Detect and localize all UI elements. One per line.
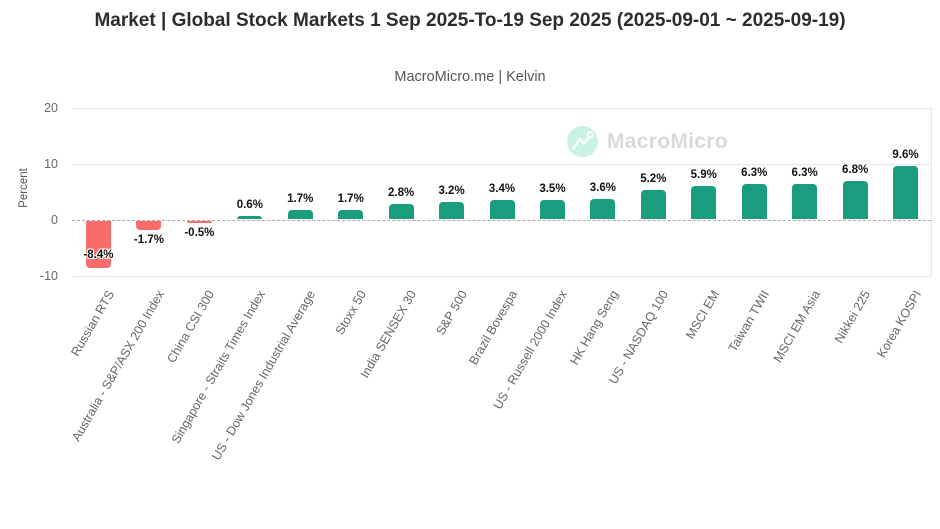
plot-right-border bbox=[931, 107, 932, 276]
chart-bar[interactable] bbox=[539, 199, 565, 220]
chart-bar[interactable] bbox=[590, 199, 616, 220]
y-tick-label: 10 bbox=[44, 156, 58, 171]
chart-bar[interactable] bbox=[792, 184, 818, 220]
chart-bar[interactable] bbox=[640, 190, 666, 220]
chart-bar[interactable] bbox=[136, 220, 162, 231]
category-label: HK Hang Seng bbox=[567, 288, 622, 368]
category-label: Brazil Bovespa bbox=[466, 288, 521, 368]
bar-value-label: 3.4% bbox=[488, 183, 516, 196]
chart-bar[interactable] bbox=[893, 165, 919, 220]
bar-value-label: 6.8% bbox=[841, 164, 869, 177]
category-label: S&P 500 bbox=[433, 288, 470, 338]
chart-bar[interactable] bbox=[186, 220, 212, 224]
bar-value-label: 1.7% bbox=[337, 192, 364, 205]
y-tick-label: 0 bbox=[51, 212, 58, 227]
chart-subtitle: MacroMicro.me | Kelvin bbox=[394, 69, 546, 85]
chart-bar[interactable] bbox=[842, 181, 868, 220]
chart-title: Market | Global Stock Markets 1 Sep 2025… bbox=[94, 10, 846, 31]
bar-value-label: 6.3% bbox=[791, 167, 818, 180]
category-label: Russian RTS bbox=[67, 288, 117, 359]
category-label: China CSI 300 bbox=[164, 288, 218, 366]
bar-value-label: 6.3% bbox=[741, 167, 768, 180]
gridline bbox=[72, 163, 931, 165]
bar-value-label: -1.7% bbox=[133, 234, 164, 247]
bar-value-label: -8.4% bbox=[83, 248, 114, 261]
category-label: India SENSEX 30 bbox=[357, 288, 420, 381]
chart-bar[interactable] bbox=[691, 186, 717, 220]
bar-value-label: 3.5% bbox=[539, 182, 566, 195]
chart-bar[interactable] bbox=[338, 209, 364, 220]
gridline bbox=[72, 107, 931, 109]
bar-value-label: -0.5% bbox=[184, 227, 215, 240]
gridline bbox=[72, 275, 931, 277]
chart-bar[interactable] bbox=[287, 209, 313, 220]
zero-gridline bbox=[72, 219, 931, 221]
category-label: MSCI EM bbox=[683, 288, 722, 342]
bar-value-label: 1.7% bbox=[287, 192, 314, 205]
category-label: Nikkei 225 bbox=[831, 288, 874, 346]
y-tick-label: 20 bbox=[44, 100, 58, 115]
chart-bar[interactable] bbox=[388, 203, 414, 220]
bar-value-label: 3.6% bbox=[589, 182, 616, 195]
bar-value-label: 2.8% bbox=[388, 186, 415, 199]
chart-bar[interactable] bbox=[86, 220, 111, 268]
category-label: Taiwan TWII bbox=[725, 288, 773, 355]
bar-value-label: 9.6% bbox=[892, 148, 919, 161]
chart-bar[interactable] bbox=[489, 200, 515, 220]
chart-bar[interactable] bbox=[439, 201, 465, 220]
category-label: US - Dow Jones Industrial Average bbox=[209, 288, 319, 463]
bar-value-label: 5.2% bbox=[640, 173, 667, 186]
bar-value-label: 5.9% bbox=[690, 169, 717, 182]
chart-bar[interactable] bbox=[237, 216, 263, 220]
category-label: MSCI EM Asia bbox=[770, 288, 823, 365]
category-label: Stoxx 50 bbox=[332, 288, 369, 338]
chart-bar[interactable] bbox=[741, 184, 767, 220]
bar-value-label: 0.6% bbox=[236, 199, 263, 212]
category-label: Australia - S&P/ASX 200 Index bbox=[69, 288, 168, 444]
bar-value-label: 3.2% bbox=[438, 184, 465, 197]
y-tick-label: -10 bbox=[39, 268, 58, 283]
category-label: Korea KOSPI bbox=[874, 288, 924, 360]
category-label: Singapore - Straits Times Index bbox=[168, 288, 268, 447]
